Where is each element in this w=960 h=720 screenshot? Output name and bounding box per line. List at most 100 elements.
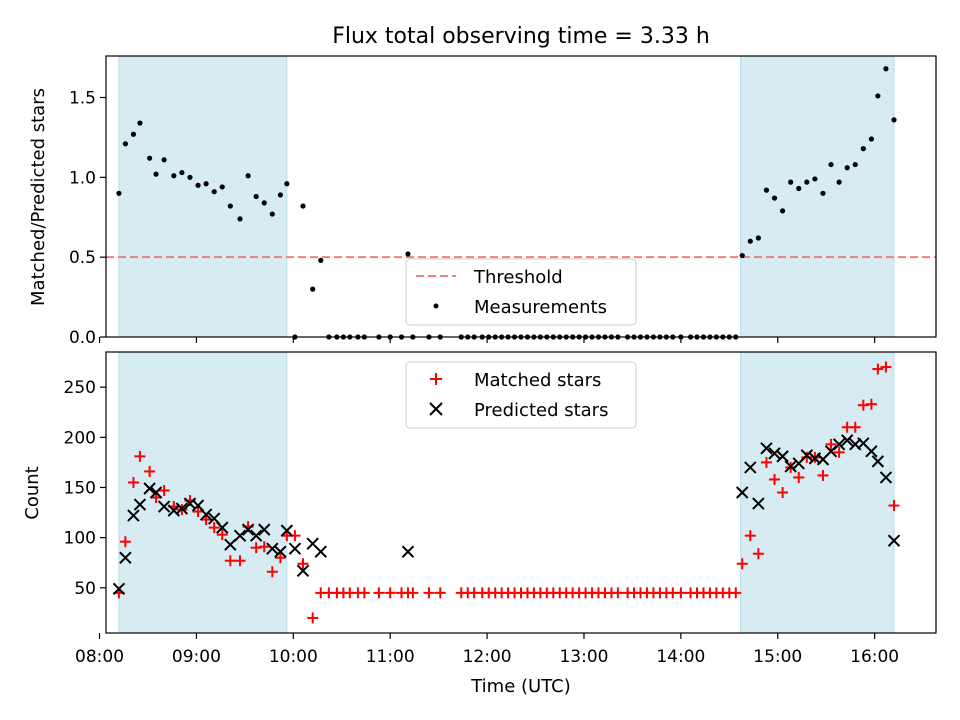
predicted-star-point (752, 497, 765, 510)
chart-title: Flux total observing time = 3.33 h (332, 24, 710, 49)
predicted-star-point (401, 545, 415, 558)
matched-star-point (833, 446, 845, 458)
x-tick-label: 08:00 (75, 647, 124, 667)
predicted-star-point (744, 461, 757, 474)
predicted-star-point (133, 498, 147, 511)
measurement-point (211, 189, 217, 195)
legend-measurements-marker (433, 303, 439, 309)
matched-star-point (825, 438, 837, 450)
matched-star-point (158, 484, 170, 496)
matched-star-point (208, 522, 220, 534)
measurement-point (269, 211, 275, 217)
predicted-star-point (216, 521, 229, 534)
bottom-legend: Matched stars Predicted stars (405, 361, 637, 429)
top-panel-frame (105, 55, 937, 338)
top-panel-ylabel: Matched/Predicted stars (28, 88, 49, 306)
measurement-point (318, 257, 324, 263)
predicted-star-point (832, 438, 846, 451)
matched-star-point (612, 587, 624, 599)
y-tick-label: 0.0 (69, 328, 96, 348)
matched-star-point (224, 555, 236, 567)
matched-star-point (134, 450, 146, 462)
measurement-point (130, 131, 137, 137)
measurement-point (146, 155, 153, 161)
bottom-panel-x-ticks: 08:00 09:00 10:00 11:00 12:00 13:00 14:00 15:00… (75, 633, 899, 667)
matched-star-point (358, 587, 370, 599)
predicted-star-point (800, 449, 814, 462)
predicted-star-point (175, 502, 189, 515)
measurement-point (277, 192, 283, 198)
matched-star-point (234, 555, 246, 567)
predicted-star-point (768, 447, 781, 460)
predicted-star-point (288, 542, 302, 555)
legend-threshold-label: Threshold (473, 267, 563, 288)
measurement-point (237, 216, 243, 222)
measurement-point (137, 120, 143, 126)
x-tick-label: 15:00 (753, 647, 802, 667)
top-legend: Threshold Measurements (405, 258, 637, 326)
measurement-point (227, 203, 233, 209)
matched-star-point (872, 363, 884, 375)
matched-star-point (777, 487, 789, 498)
matched-star-point (258, 541, 270, 553)
y-tick-label: 150 (64, 478, 96, 498)
x-tick-label: 13:00 (559, 647, 608, 667)
matched-star-point (216, 529, 228, 541)
measurement-point (161, 157, 167, 163)
measurement-point (812, 176, 818, 182)
measurement-point (179, 169, 185, 176)
bottom-panel-frame (105, 351, 937, 634)
matched-star-point (849, 421, 861, 433)
matched-star-point (730, 587, 742, 599)
shaded-interval-1 (118, 351, 288, 634)
measurement-point (820, 190, 826, 196)
matched-star-point (888, 500, 900, 512)
predicted-star-point (280, 524, 294, 537)
matched-star-point (744, 530, 756, 542)
measurement-point (245, 173, 251, 179)
predicted-star-point (865, 445, 878, 458)
matched-star-point (675, 587, 687, 599)
x-axis-label: Time (UTC) (470, 676, 571, 697)
measurement-point (203, 181, 209, 187)
legend-matched-label: Matched stars (474, 370, 601, 391)
measurement-point (739, 252, 745, 259)
shaded-interval-1 (118, 55, 288, 338)
matched-star-point (250, 542, 262, 554)
matched-star-point (434, 587, 446, 599)
measurement-point (405, 251, 411, 257)
measurement-point (763, 187, 770, 193)
measurement-point (116, 190, 122, 196)
bottom-panel-y-ticks: 50 100 150 200 250 (64, 378, 106, 599)
top-legend-box (405, 258, 637, 326)
y-tick-label: 1.5 (69, 89, 96, 109)
matched-star-point (127, 476, 139, 488)
matched-star-point (760, 456, 772, 468)
measurement-point (860, 146, 866, 152)
x-tick-label: 09:00 (172, 647, 221, 667)
predicted-star-point (274, 545, 287, 558)
matched-star-point (307, 612, 319, 624)
measurement-point (253, 193, 259, 200)
bottom-panel: 50 100 150 200 250 08:00 09:00 10:00 11:00 12:00… (22, 351, 937, 697)
measurement-point (796, 185, 802, 192)
legend-measurements-label: Measurements (474, 297, 607, 318)
measurement-point (284, 181, 290, 187)
measurement-point (755, 235, 761, 241)
measurement-point (883, 66, 889, 72)
y-tick-label: 100 (64, 529, 96, 549)
top-panel-y-ticks: 0.0 0.5 1.0 1.5 (69, 89, 106, 348)
predicted-star-point (149, 486, 163, 499)
measurement-point (771, 195, 778, 201)
predicted-star-point (119, 551, 132, 564)
predicted-star-point (266, 542, 279, 555)
predicted-star-point (314, 545, 327, 558)
predicted-star-point (233, 529, 247, 542)
matched-star-point (384, 587, 396, 599)
measurement-point (836, 179, 842, 185)
x-tick-label: 10:00 (269, 647, 318, 667)
measurement-point (875, 93, 881, 99)
measurement-point (310, 286, 316, 292)
measurement-point (891, 117, 897, 123)
measurement-point (171, 173, 177, 179)
